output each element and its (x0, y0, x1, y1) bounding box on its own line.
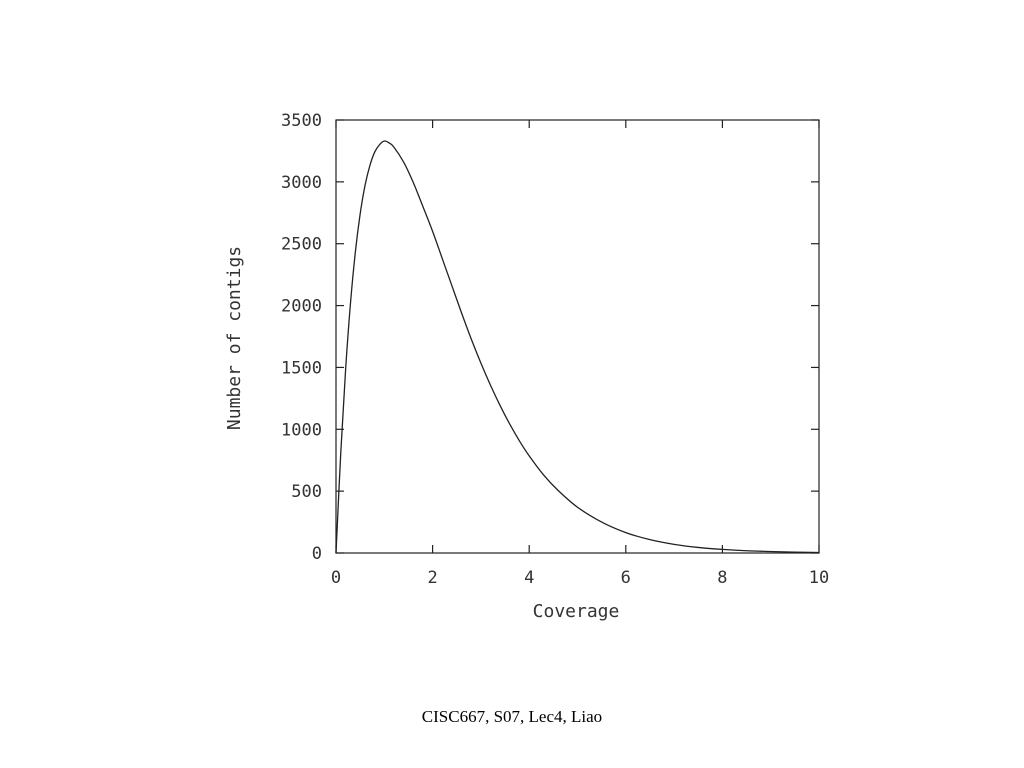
data-line (335, 140, 820, 554)
y-tick-label: 3500 (281, 111, 322, 131)
y-tick-label: 3000 (281, 173, 322, 193)
axis-tick-labels: 0 2 4 6 8 10 0 500 1000 1500 2000 2500 3000 3500 (281, 111, 829, 588)
x-tick-label: 4 (524, 568, 534, 588)
slide-footer: CISC667, S07, Lec4, Liao (421, 707, 603, 726)
y-tick-label: 0 (312, 544, 322, 564)
y-axis-title: Number of contigs (224, 246, 245, 430)
x-axis-title: Coverage (533, 601, 620, 622)
axis-ticks (335, 119, 820, 554)
y-tick-label: 1500 (281, 358, 322, 378)
x-tick-label: 0 (331, 568, 341, 588)
x-tick-label: 10 (809, 568, 829, 588)
x-tick-label: 2 (427, 568, 437, 588)
plot-frame (335, 119, 820, 554)
y-tick-label: 1000 (281, 420, 322, 440)
y-tick-label: 2000 (281, 297, 322, 317)
y-tick-label: 2500 (281, 235, 322, 255)
y-tick-label: 500 (291, 482, 322, 502)
x-tick-label: 6 (621, 568, 631, 588)
x-tick-label: 8 (717, 568, 727, 588)
